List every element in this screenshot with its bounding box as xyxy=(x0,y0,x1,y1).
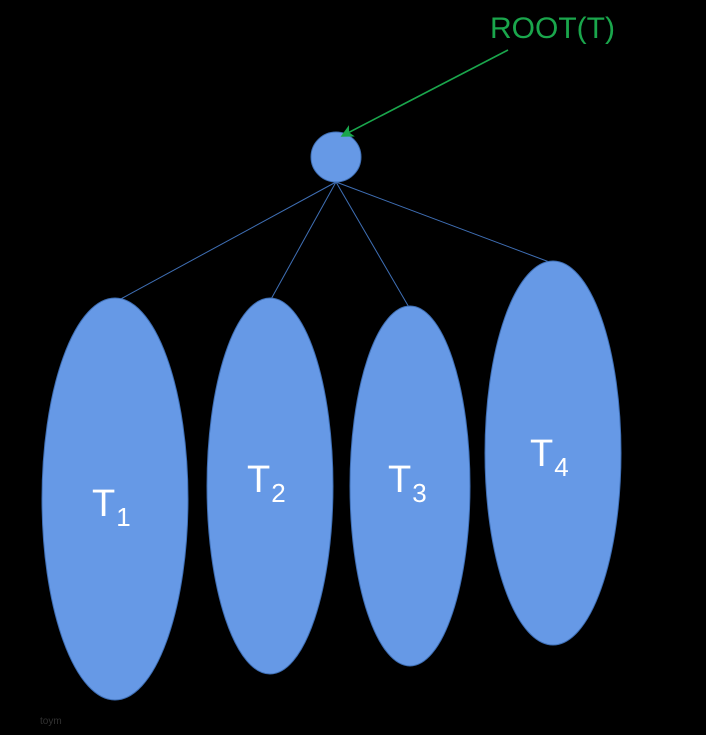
watermark: toym xyxy=(40,716,62,727)
root-label: ROOT(T) xyxy=(490,12,615,45)
root-node xyxy=(311,132,361,182)
root-arrow xyxy=(349,50,508,132)
tree-diagram: ROOT(T) T1T2T3T4 toym xyxy=(0,0,706,735)
tree-edges xyxy=(117,182,552,309)
edge-3 xyxy=(336,182,552,263)
subtree-ellipses xyxy=(42,261,621,700)
edge-2 xyxy=(336,182,410,309)
